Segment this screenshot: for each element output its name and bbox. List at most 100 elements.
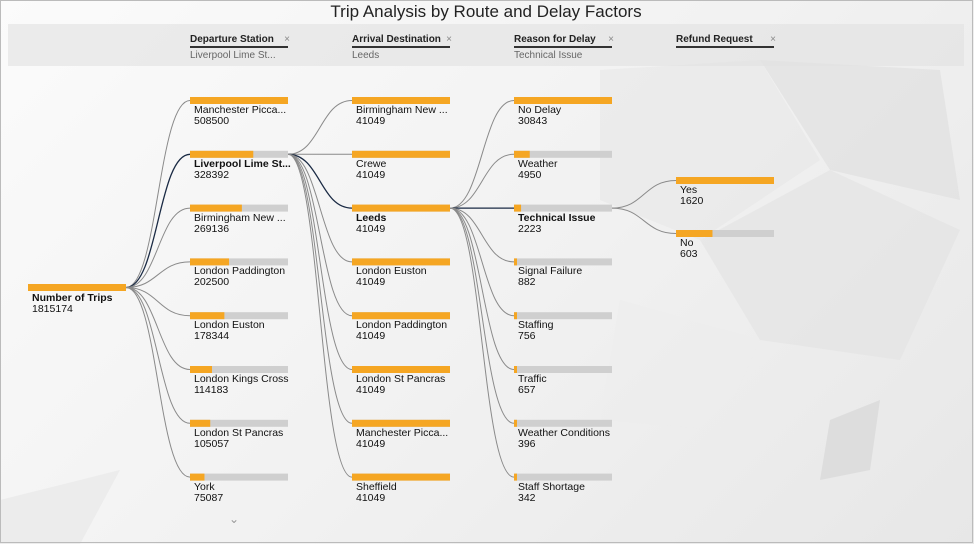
filter-value: Technical Issue	[514, 50, 583, 61]
filter-arrival-destination[interactable]: Arrival Destination × Leeds	[352, 34, 452, 61]
tree-node[interactable]: Signal Failure 882	[518, 266, 618, 287]
tree-link	[449, 207, 515, 317]
tree-node[interactable]: London St Pancras 105057	[194, 428, 294, 449]
close-icon[interactable]: ×	[284, 34, 290, 45]
close-icon[interactable]: ×	[770, 34, 776, 45]
active-link	[125, 153, 191, 289]
tree-node[interactable]: London Euston 178344	[194, 320, 294, 341]
node-bar[interactable]	[190, 97, 288, 104]
tree-node[interactable]: London Paddington 41049	[356, 320, 456, 341]
tree-node[interactable]: York 75087	[194, 482, 294, 503]
active-link	[287, 153, 353, 209]
tree-node[interactable]: Manchester Picca... 41049	[356, 428, 456, 449]
node-bar[interactable]	[190, 312, 288, 320]
bar-fill	[190, 419, 211, 427]
filter-reason-for-delay[interactable]: Reason for Delay × Technical Issue	[514, 34, 614, 61]
tree-node[interactable]: London Paddington 202500	[194, 266, 294, 287]
node-bar[interactable]	[352, 473, 450, 481]
tree-link	[449, 207, 515, 263]
tree-link	[611, 180, 677, 209]
root-node[interactable]: Number of Trips 1815174	[32, 293, 132, 314]
node-bar[interactable]	[514, 150, 612, 158]
tree-node[interactable]: London Kings Cross 114183	[194, 374, 294, 395]
node-value: 328392	[194, 168, 230, 181]
bar-fill	[190, 258, 230, 266]
node-bar[interactable]	[352, 204, 450, 212]
tree-node[interactable]: Weather 4950	[518, 159, 618, 180]
node-bar[interactable]	[352, 419, 450, 427]
node-bar[interactable]	[190, 204, 288, 212]
tree-node[interactable]: Yes 1620	[680, 185, 780, 206]
tree-node[interactable]: Birmingham New ... 269136	[194, 213, 294, 234]
tree-link	[125, 261, 191, 288]
node-value: 202500	[194, 276, 230, 289]
bar-track	[514, 258, 612, 266]
node-bar[interactable]	[352, 97, 450, 104]
node-value: 41049	[356, 222, 386, 235]
filter-value: Leeds	[352, 50, 380, 61]
node-selected[interactable]: Leeds 41049	[356, 213, 456, 234]
close-icon[interactable]: ×	[608, 34, 614, 45]
tree-node[interactable]: London St Pancras 41049	[356, 374, 456, 395]
node-bar[interactable]	[190, 150, 288, 158]
node-bar[interactable]	[352, 312, 450, 320]
node-bar[interactable]	[514, 419, 612, 427]
node-bar[interactable]	[190, 419, 288, 427]
bar-fill	[352, 150, 450, 158]
bar-fill	[352, 258, 450, 266]
node-bar[interactable]	[190, 366, 288, 373]
node-bar[interactable]	[514, 473, 612, 481]
filter-label: Arrival Destination	[352, 34, 441, 45]
filter-refund-request[interactable]: Refund Request ×	[676, 34, 776, 50]
bar-fill	[190, 473, 205, 481]
bar-fill	[28, 284, 126, 291]
node-bar[interactable]	[190, 473, 288, 481]
node-value: 657	[518, 384, 536, 396]
node-bar[interactable]	[514, 258, 612, 266]
node-value: 178344	[194, 330, 230, 343]
node-bar[interactable]	[352, 258, 450, 266]
tree-node[interactable]: Crewe 41049	[356, 159, 456, 180]
node-bar[interactable]	[352, 150, 450, 158]
tree-link	[449, 153, 515, 209]
node-selected[interactable]: Technical Issue 2223	[518, 213, 618, 234]
tree-link	[287, 153, 353, 478]
node-value: 396	[518, 437, 536, 450]
tree-link	[287, 153, 353, 317]
chevron-down-icon[interactable]: ⌄	[229, 512, 240, 526]
tree-node[interactable]: No Delay 30843	[518, 105, 618, 126]
filter-departure-station[interactable]: Departure Station × Liverpool Lime St...	[190, 34, 290, 61]
node-label: Staff Shortage	[518, 481, 585, 493]
bar-fill	[352, 473, 450, 481]
tree-node[interactable]: No 603	[680, 238, 780, 259]
filter-label: Departure Station	[190, 34, 274, 45]
node-bar[interactable]	[514, 366, 612, 373]
tree-node[interactable]: Manchester Picca... 508500	[194, 105, 294, 126]
tree-node[interactable]: Staff Shortage 342	[518, 482, 618, 503]
tree-link	[449, 100, 515, 209]
node-bar[interactable]	[190, 258, 288, 266]
node-value: 41049	[356, 115, 386, 127]
tree-link	[287, 100, 353, 155]
tree-node[interactable]: London Euston 41049	[356, 266, 456, 287]
tree-node[interactable]: Staffing 756	[518, 320, 618, 341]
node-label: York	[194, 481, 215, 493]
node-bar[interactable]	[676, 177, 774, 184]
tree-link	[125, 207, 191, 288]
bar-fill	[352, 419, 450, 427]
node-bar[interactable]	[352, 366, 450, 373]
node-bar[interactable]	[514, 312, 612, 320]
tree-node[interactable]: Birmingham New ... 41049	[356, 105, 456, 126]
node-bar[interactable]	[676, 230, 774, 237]
tree-node[interactable]: Weather Conditions 396	[518, 428, 618, 449]
close-icon[interactable]: ×	[446, 34, 452, 45]
node-bar[interactable]	[514, 97, 612, 104]
page-title: Trip Analysis by Route and Delay Factors	[330, 2, 642, 21]
tree-node[interactable]: Sheffield 41049	[356, 482, 456, 503]
node-bar[interactable]	[514, 204, 612, 212]
node-selected[interactable]: Liverpool Lime St... 328392	[194, 159, 294, 180]
bar-fill	[514, 204, 522, 212]
tree-node[interactable]: Traffic 657	[518, 374, 618, 395]
root-bar[interactable]	[28, 284, 126, 291]
